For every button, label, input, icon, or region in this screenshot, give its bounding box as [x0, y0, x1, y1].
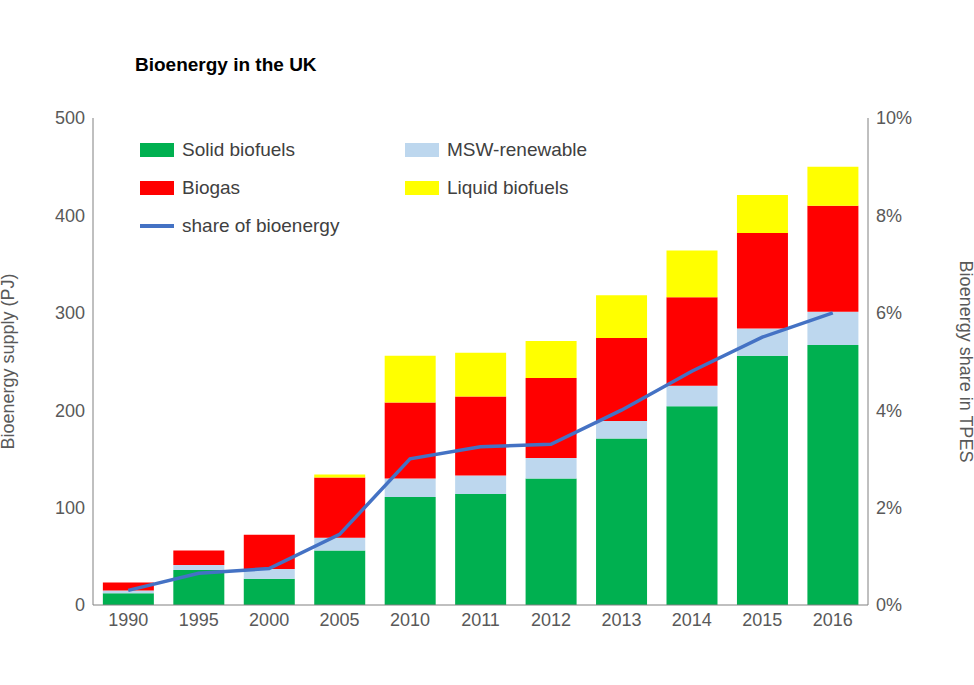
svg-text:Bioenergy supply (PJ): Bioenergy supply (PJ) [8, 273, 18, 449]
svg-text:2000: 2000 [249, 610, 289, 630]
html-text:share of bioenergy: share of bioenergy [182, 215, 340, 236]
svg-text:2016: 2016 [813, 610, 853, 630]
svg-text:400: 400 [55, 206, 85, 226]
svg-text:8%: 8% [876, 206, 902, 226]
svg-text:10%: 10% [876, 108, 912, 128]
svg-text:0%: 0% [876, 595, 902, 615]
svg-text:2010: 2010 [390, 610, 430, 630]
svg-text:2015: 2015 [742, 610, 782, 630]
svg-text:Bioenergy share in TPES: Bioenergy share in TPES [956, 261, 966, 463]
html-text:Liquid biofuels: Liquid biofuels [447, 177, 569, 198]
html-text:Biogas: Biogas [182, 177, 241, 198]
svg-text:1995: 1995 [179, 610, 219, 630]
svg-text:6%: 6% [876, 303, 902, 323]
html-text:Bioenergy in the UK: Bioenergy in the UK [135, 54, 317, 75]
svg-text:2012: 2012 [531, 610, 571, 630]
svg-text:2005: 2005 [320, 610, 360, 630]
svg-text:1990: 1990 [108, 610, 148, 630]
svg-text:2013: 2013 [601, 610, 641, 630]
svg-text:500: 500 [55, 108, 85, 128]
svg-text:200: 200 [55, 401, 85, 421]
svg-text:4%: 4% [876, 401, 902, 421]
svg-text:2%: 2% [876, 498, 902, 518]
svg-text:2014: 2014 [672, 610, 712, 630]
svg-text:0: 0 [75, 595, 85, 615]
svg-text:100: 100 [55, 498, 85, 518]
svg-text:2011: 2011 [461, 610, 500, 630]
html-text:Solid biofuels: Solid biofuels [182, 139, 295, 160]
html-text:MSW-renewable: MSW-renewable [447, 139, 588, 160]
svg-text:300: 300 [55, 303, 85, 323]
